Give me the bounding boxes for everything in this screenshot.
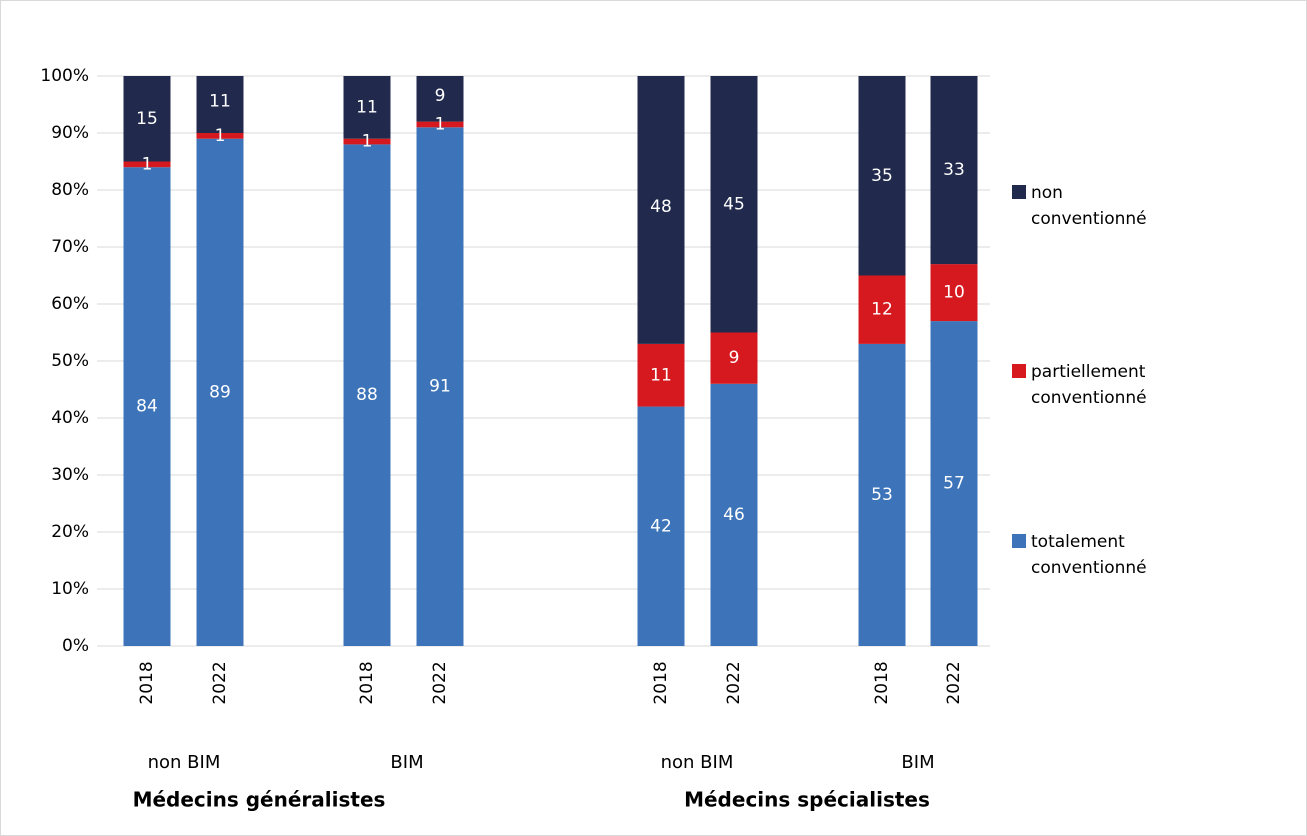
- super-group-label: Médecins spécialistes: [684, 788, 930, 812]
- data-label: 9: [729, 348, 740, 368]
- y-tick-label: 60%: [51, 294, 89, 314]
- legend-swatch: [1012, 534, 1026, 548]
- data-label: 12: [871, 300, 893, 320]
- bar-segment: [416, 127, 464, 646]
- y-tick-label: 50%: [51, 351, 89, 371]
- data-label: 89: [209, 382, 231, 402]
- legend-item: totalement conventionné: [1012, 529, 1202, 581]
- data-label: 42: [650, 516, 672, 536]
- data-label: 48: [650, 197, 672, 217]
- data-label: 57: [943, 474, 965, 494]
- legend-item: non conventionné: [1012, 180, 1202, 232]
- x-tick-label: 2018: [137, 661, 157, 704]
- data-label: 11: [356, 97, 378, 117]
- bar-segment: [416, 121, 464, 128]
- group-label: non BIM: [661, 752, 734, 773]
- bar-segment: [930, 76, 978, 265]
- y-tick-label: 90%: [51, 123, 89, 143]
- bar-segment: [710, 76, 758, 333]
- y-tick-label: 70%: [51, 237, 89, 257]
- data-label: 1: [435, 114, 446, 134]
- legend-swatch: [1012, 185, 1026, 199]
- bar-segment: [637, 76, 685, 344]
- group-label: BIM: [390, 752, 423, 773]
- x-tick-label: 2022: [210, 661, 230, 704]
- group-label: non BIM: [148, 752, 221, 773]
- data-label: 11: [209, 92, 231, 112]
- data-label: 33: [943, 160, 965, 180]
- y-tick-label: 80%: [51, 180, 89, 200]
- legend-label: totalement conventionné: [1031, 532, 1147, 578]
- x-tick-label: 2018: [651, 661, 671, 704]
- bars: [123, 76, 978, 646]
- data-label: 91: [429, 377, 451, 397]
- y-tick-label: 100%: [40, 66, 89, 86]
- data-label: 53: [871, 485, 893, 505]
- bar-segment: [343, 144, 391, 646]
- bar-segment: [710, 332, 758, 384]
- bar-segment: [123, 161, 171, 168]
- x-tick-label: 2022: [724, 661, 744, 704]
- bar-segment: [196, 138, 244, 646]
- data-label: 35: [871, 166, 893, 186]
- bar-segment: [123, 76, 171, 162]
- data-label: 46: [723, 505, 745, 525]
- data-label: 10: [943, 283, 965, 303]
- bar-segment: [858, 76, 906, 276]
- data-label: 11: [650, 365, 672, 385]
- bar-segment: [858, 343, 906, 646]
- bar-segment: [416, 76, 464, 122]
- legend-label: non conventionné: [1031, 183, 1147, 229]
- y-tick-label: 10%: [51, 579, 89, 599]
- y-tick-label: 20%: [51, 522, 89, 542]
- data-label: 15: [136, 109, 158, 129]
- bar-segment: [858, 275, 906, 344]
- bar-segment: [196, 76, 244, 133]
- legend-item: partiellement conventionné: [1012, 359, 1202, 411]
- bar-segment: [930, 264, 978, 322]
- super-group-label: Médecins généralistes: [133, 788, 386, 812]
- bar-segment: [637, 406, 685, 646]
- bar-segment: [343, 76, 391, 139]
- x-tick-label: 2022: [944, 661, 964, 704]
- group-label: BIM: [901, 752, 934, 773]
- x-tick-label: 2018: [872, 661, 892, 704]
- data-label: 45: [723, 194, 745, 214]
- legend-swatch: [1012, 364, 1026, 378]
- legend-label: partiellement conventionné: [1031, 362, 1147, 408]
- data-label: 88: [356, 385, 378, 405]
- bar-segment: [637, 343, 685, 407]
- grid: [97, 75, 990, 647]
- x-tick-label: 2022: [430, 661, 450, 704]
- data-label: 1: [362, 132, 373, 152]
- labels: 0% 10% 20% 30% 40% 50% 60% 70% 80% 90% 100% 84 1 15 20…: [40, 66, 964, 812]
- bar-segment: [343, 138, 391, 145]
- bar-segment: [710, 383, 758, 646]
- y-tick-label: 0%: [62, 636, 89, 656]
- bar-segment: [123, 167, 171, 646]
- x-tick-label: 2018: [357, 661, 377, 704]
- bar-segment: [930, 321, 978, 646]
- y-tick-label: 40%: [51, 408, 89, 428]
- bar-segment: [196, 133, 244, 139]
- data-label: 1: [142, 154, 153, 174]
- data-label: 84: [136, 397, 158, 417]
- data-label: 1: [215, 126, 226, 146]
- data-label: 9: [435, 86, 446, 106]
- y-tick-label: 30%: [51, 465, 89, 485]
